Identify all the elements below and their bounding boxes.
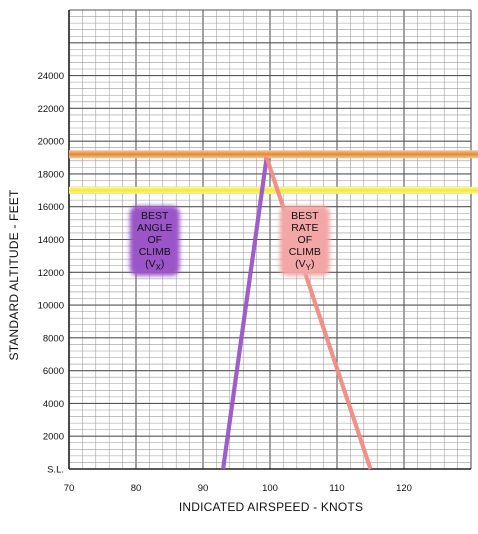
annotation-line: OF	[147, 234, 162, 246]
y-tick-label: 2000	[43, 432, 64, 443]
y-axis-label: STANDARD ALTITUDE - FEET	[7, 189, 21, 361]
grid	[68, 9, 472, 470]
annotation-box	[129, 205, 180, 276]
annotation-box	[279, 205, 330, 276]
yellow-reference-band	[69, 186, 478, 194]
y-tick-label: 22000	[38, 104, 64, 115]
y-tick-label: 4000	[43, 399, 64, 410]
x-tick-label: 110	[329, 483, 344, 494]
x-axis-label: INDICATED AIRSPEED - KNOTS	[179, 500, 363, 514]
annotation-subscript-line: (VX)	[145, 258, 164, 272]
annotation-line: BEST	[291, 210, 319, 222]
y-tick-label: 20000	[38, 137, 64, 148]
annotation-line: ANGLE	[137, 222, 173, 234]
annotation-line: CLIMB	[289, 246, 321, 258]
y-tick-label: 24000	[38, 71, 64, 82]
annotation-line: BEST	[141, 210, 169, 222]
annotation-subscript-line: (VY)	[295, 258, 314, 272]
y-tick-label: 10000	[38, 301, 64, 312]
y-tick-label: 6000	[43, 366, 64, 377]
tick-labels: S.L. 2000 4000 6000 8000 10000 12000 14000 16000…	[38, 71, 412, 494]
x-tick-label: 120	[396, 483, 412, 494]
best-rate-of-climb-line	[264, 156, 373, 470]
annotation-line: RATE	[291, 222, 318, 234]
y-tick-label: 8000	[43, 333, 64, 344]
annotation-line: OF	[298, 234, 313, 246]
best-angle-of-climb-line	[221, 157, 269, 470]
y-tick-label: S.L.	[47, 465, 64, 476]
x-tick-label: 80	[131, 483, 142, 494]
reference-bands	[69, 150, 478, 194]
annotation-line: CLIMB	[139, 246, 171, 258]
x-tick-label: 70	[64, 483, 75, 494]
y-tick-label: 14000	[38, 235, 64, 246]
y-tick-label: 16000	[38, 202, 64, 213]
y-tick-label: 12000	[38, 268, 64, 279]
y-tick-label: 18000	[38, 169, 64, 180]
x-tick-label: 100	[262, 483, 278, 494]
orange-reference-band	[69, 150, 478, 159]
x-tick-label: 90	[198, 483, 209, 494]
